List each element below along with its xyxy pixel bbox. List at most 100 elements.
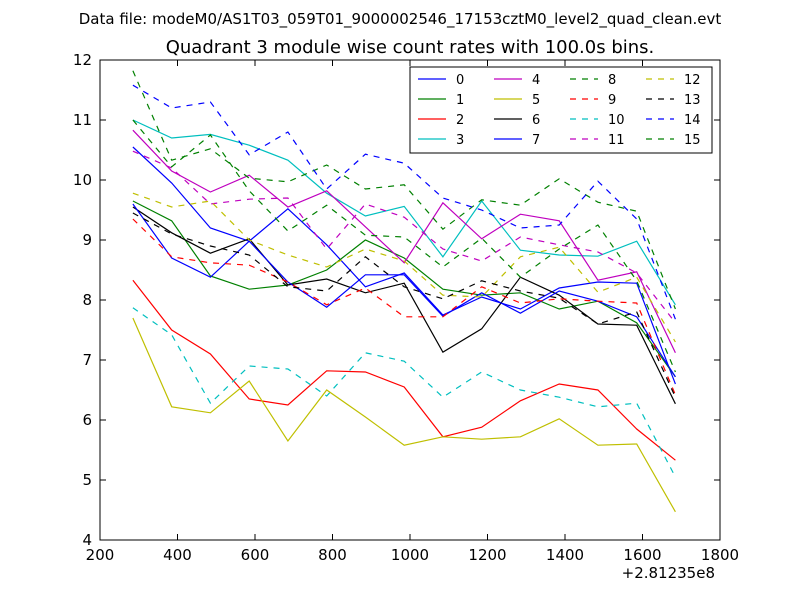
legend-label: 1 [456,93,464,108]
series-line-3 [132,119,676,306]
data-point [636,322,638,324]
y-tick-label: 12 [73,51,92,69]
data-point [403,257,405,259]
series-7 [132,203,676,378]
data-point [636,272,638,274]
data-point [442,248,444,250]
data-point [403,272,405,274]
data-point [365,352,367,354]
data-point [171,233,173,235]
data-point [597,444,599,446]
data-point [287,281,289,283]
legend-label: 8 [608,73,616,88]
series-4 [132,129,677,354]
data-point [403,360,405,362]
legend-entry-12: 12 [646,73,701,88]
y-tick-label: 5 [82,471,92,489]
data-point [442,298,444,300]
data-point [287,131,289,133]
legend-entry-6: 6 [494,113,540,128]
data-point [132,307,134,309]
y-tick-label: 6 [82,411,92,429]
x-tick-label: 800 [318,546,347,564]
data-point [442,266,444,268]
series-1 [132,200,676,378]
data-point [210,245,212,247]
x-tick-label: 600 [241,546,270,564]
data-point [403,162,405,164]
data-point [171,329,173,331]
data-point [132,203,134,205]
data-point [597,180,599,182]
data-point [520,436,522,438]
data-point [132,200,134,202]
data-point [442,288,444,290]
data-point [442,316,444,318]
legend-entry-5: 5 [494,93,540,108]
data-point [132,84,134,86]
legend-entry-2: 2 [418,113,464,128]
data-point [675,318,677,320]
data-point [248,177,250,179]
data-point [287,208,289,210]
data-point [520,256,522,258]
legend-entry-3: 3 [418,133,464,148]
data-point [326,290,328,292]
data-point [558,244,560,246]
data-point [248,264,250,266]
data-point [597,255,599,257]
data-point [520,204,522,206]
data-point [287,284,289,286]
series-line-13 [132,212,676,398]
data-point [210,353,212,355]
series-14 [132,84,676,320]
data-point [597,300,599,302]
data-point [132,279,134,281]
data-point [365,287,367,289]
data-point [248,254,250,256]
data-point [248,190,250,192]
legend-entry-0: 0 [418,73,464,88]
data-point [636,276,638,278]
data-point [365,274,367,276]
data-point [675,352,677,354]
series-line-15 [132,119,676,373]
series-line-12 [132,192,676,343]
data-point [558,396,560,398]
data-point [597,291,599,293]
data-point [442,256,444,258]
data-point [558,294,560,296]
data-point [171,170,173,172]
data-point [210,101,212,103]
x-tick-label: 1000 [391,546,429,564]
data-point [210,252,212,254]
axes-frame [99,59,721,541]
data-point [403,282,405,284]
series-8 [132,70,676,310]
data-point [365,234,367,236]
series-line-10 [132,307,676,478]
data-point [326,244,328,246]
data-point [597,281,599,283]
data-point [287,286,289,288]
series-layer [132,70,676,513]
x-tick-label: 400 [163,546,192,564]
data-point [171,166,173,168]
x-tick-label: 200 [86,546,115,564]
data-point [171,137,173,139]
series-3 [132,119,676,306]
data-point [558,248,560,250]
data-point [365,416,367,418]
data-point [558,254,560,256]
data-point [636,443,638,445]
series-line-9 [132,218,676,396]
data-point [675,308,677,310]
data-point [481,294,483,296]
data-point [481,426,483,428]
data-point [365,153,367,155]
data-point [481,237,483,239]
data-point [248,380,250,382]
data-point [403,274,405,276]
data-point [287,197,289,199]
